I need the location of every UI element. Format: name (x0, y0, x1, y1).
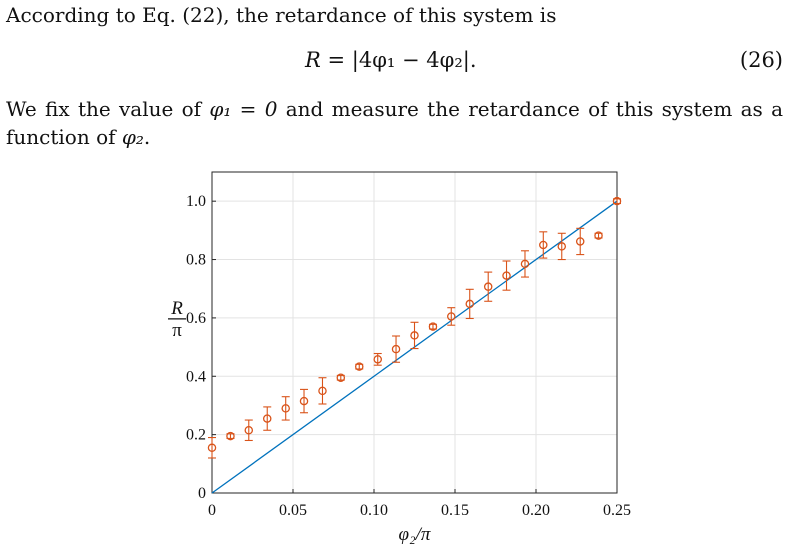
x-tick-label: 0.05 (279, 502, 307, 519)
data-point (520, 250, 530, 278)
data-point (391, 335, 401, 363)
data-point (483, 271, 493, 302)
x-axis-label: φ₂/π (399, 524, 431, 545)
y-tick-label: 0.2 (186, 427, 206, 444)
retardance-chart: 0 0.05 0.10 0.15 0.20 0.25 0 0.2 0.4 0.6 0.8 1.0 φ₂… (168, 171, 631, 545)
point-marker (355, 362, 364, 371)
point-marker (447, 312, 456, 321)
paragraph-line-1: According to Eq. (22), the retardance of… (6, 3, 557, 27)
point-marker (391, 344, 401, 354)
point-marker (594, 231, 603, 240)
point-marker (557, 242, 567, 251)
point-marker (410, 331, 419, 340)
data-point (336, 373, 346, 382)
line3-math: φ₂ (121, 125, 144, 149)
x-tick-label: 0 (208, 502, 216, 519)
y-tick-label: 0.8 (186, 252, 206, 269)
y-tick-label: 0.4 (186, 368, 206, 385)
point-marker (520, 259, 530, 269)
y-tick-label: 1.0 (186, 193, 206, 210)
x-tick-label: 0.10 (360, 502, 388, 519)
y-axis-label-denominator: π (172, 320, 182, 341)
data-point (226, 431, 235, 441)
y-tick-label: 0.6 (186, 310, 206, 327)
point-marker (502, 271, 511, 280)
point-marker (465, 299, 474, 309)
data-point (428, 322, 438, 331)
equation-lhs: R (305, 48, 321, 72)
line3-suffix: . (143, 125, 151, 149)
measured-series (207, 196, 622, 459)
point-marker (318, 386, 327, 396)
data-point (281, 396, 290, 421)
equation-rhs: = |4φ₁ − 4φ₂|. (327, 48, 477, 72)
x-tick-label: 0.25 (603, 502, 631, 519)
point-marker (244, 426, 254, 435)
y-axis-label: R π (168, 298, 186, 341)
paragraph-line-2: We fix the value of φ₁ = 0 and measure t… (6, 97, 783, 121)
data-point (299, 388, 309, 414)
equation-number: (26) (739, 48, 783, 72)
data-point (557, 232, 567, 261)
data-point (318, 377, 327, 405)
y-axis-label-numerator: R (170, 298, 183, 319)
paragraph-line-3: function of φ₂. (6, 125, 150, 149)
data-point (207, 437, 217, 459)
data-point (465, 288, 474, 320)
data-point (262, 406, 272, 431)
point-marker (226, 431, 235, 441)
point-marker (539, 240, 548, 250)
point-marker (262, 414, 272, 423)
line2-suffix: and measure the retardance of this syste… (285, 97, 784, 121)
equation-26: R = |4φ₁ − 4φ₂|. (26) (0, 45, 789, 75)
data-point (447, 307, 456, 326)
data-point (373, 352, 382, 366)
point-marker (575, 237, 585, 246)
point-marker (299, 396, 309, 406)
data-point (594, 231, 603, 240)
point-marker (612, 196, 622, 206)
chart-ticks: 0 0.05 0.10 0.15 0.20 0.25 0 0.2 0.4 0.6 0.8 1.0 (186, 193, 631, 519)
point-marker (281, 404, 290, 413)
data-point (575, 227, 585, 256)
data-point (410, 321, 419, 350)
point-marker (373, 355, 382, 364)
data-point (244, 419, 254, 442)
point-marker (428, 322, 438, 331)
line2-prefix: We fix the value of (6, 97, 202, 121)
x-tick-label: 0.20 (522, 502, 550, 519)
line2-math: φ₁ = 0 (209, 97, 278, 121)
plot-frame (211, 171, 618, 494)
data-point (502, 260, 511, 291)
data-point (539, 231, 548, 259)
point-marker (207, 443, 217, 453)
line3-prefix: function of (6, 125, 116, 149)
point-marker (336, 373, 346, 382)
data-point (612, 196, 622, 206)
y-tick-label: 0 (198, 485, 206, 502)
x-tick-label: 0.15 (441, 502, 469, 519)
point-marker (483, 282, 493, 291)
data-point (355, 362, 364, 371)
